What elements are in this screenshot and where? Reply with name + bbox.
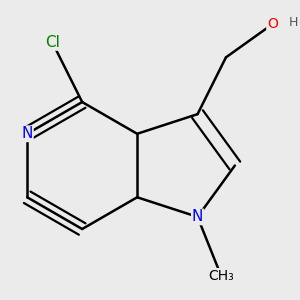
Text: N: N xyxy=(22,126,33,141)
Text: CH₃: CH₃ xyxy=(208,269,234,283)
Text: N: N xyxy=(192,209,203,224)
Text: H: H xyxy=(289,16,298,29)
Text: O: O xyxy=(267,17,278,31)
Text: Cl: Cl xyxy=(45,35,60,50)
